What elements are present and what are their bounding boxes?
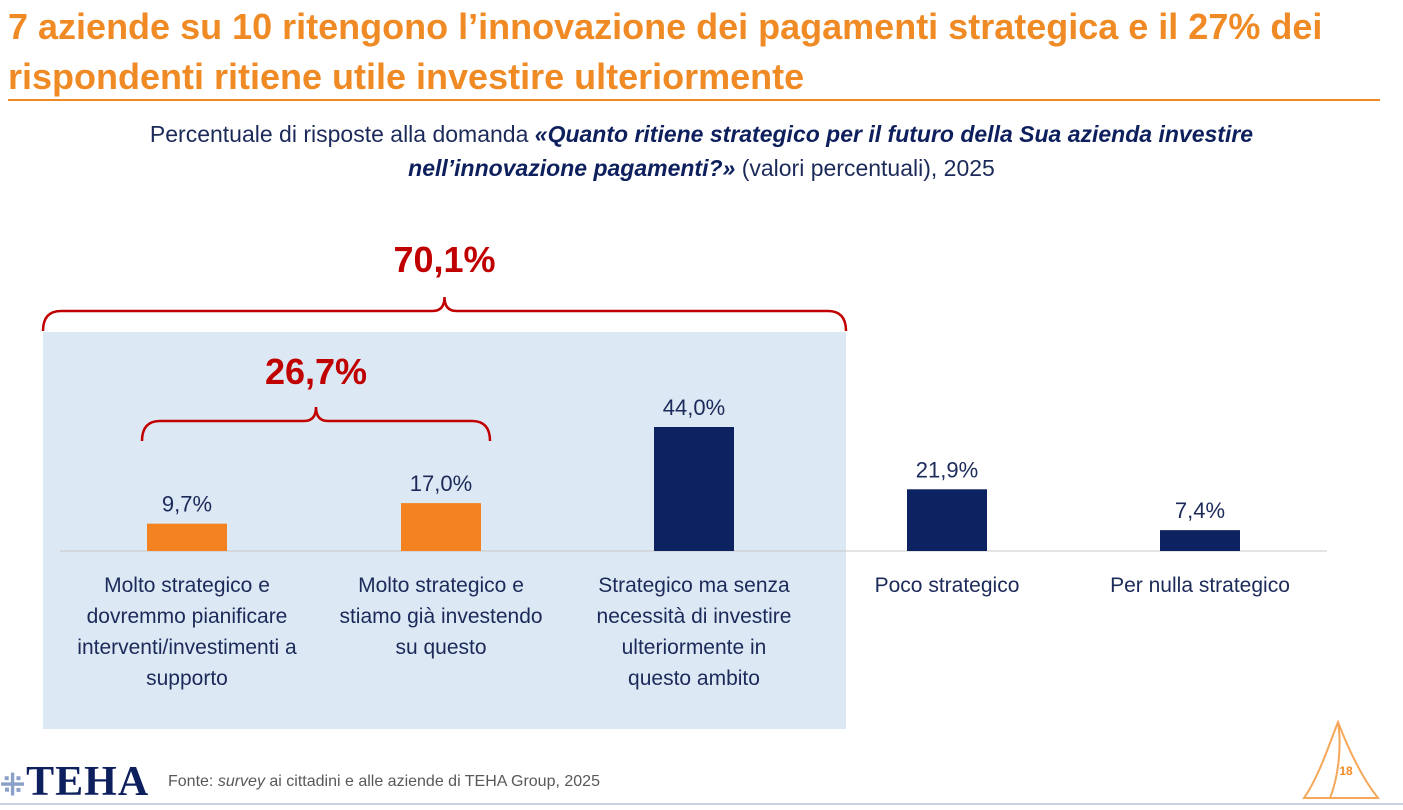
data-label: 44,0%	[663, 395, 725, 420]
category-label: supporto	[146, 667, 228, 690]
category-label: Molto strategico e	[358, 574, 524, 597]
category-label: Per nulla strategico	[1110, 574, 1290, 597]
annotation-total-label: 70,1%	[393, 239, 495, 280]
bar	[401, 503, 481, 551]
bar	[907, 489, 987, 551]
subtitle-prefix: Percentuale di risposte alla domanda	[149, 121, 535, 147]
bar	[147, 523, 227, 551]
page-title: 7 aziende su 10 ritengono l’innovazione …	[8, 6, 1323, 97]
data-label: 17,0%	[410, 471, 472, 496]
data-label: 21,9%	[916, 457, 978, 482]
category-label: Strategico ma senza	[598, 574, 790, 597]
category-label: ulteriormente in	[622, 636, 767, 659]
logo-text: TEHA	[26, 759, 150, 805]
bar	[654, 427, 734, 551]
teha-logo: ⁜TEHA	[0, 758, 149, 810]
annotation-investing-label: 26,7%	[265, 351, 367, 392]
category-label: interventi/investimenti a	[77, 636, 297, 659]
logo-mark-icon: ⁜	[0, 769, 27, 802]
source-prefix: Fonte:	[168, 773, 218, 790]
category-label: Molto strategico e	[104, 574, 270, 597]
category-label: Poco strategico	[875, 574, 1020, 597]
annotation-investing-bracket	[140, 406, 492, 442]
title-divider	[8, 99, 1380, 101]
category-label: dovremmo pianificare	[87, 605, 288, 628]
chart-subtitle: Percentuale di risposte alla domanda «Qu…	[60, 117, 1343, 185]
data-label: 9,7%	[162, 492, 212, 517]
data-label: 7,4%	[1175, 498, 1225, 523]
bottom-divider	[0, 803, 1403, 805]
category-label: stiamo già investendo	[339, 605, 542, 628]
category-label: necessità di investire	[597, 605, 792, 628]
annotation-total-bracket	[41, 296, 848, 332]
sailboat-icon	[1302, 719, 1381, 799]
subtitle-suffix: (valori percentuali), 2025	[735, 155, 995, 181]
category-label: questo ambito	[628, 667, 760, 690]
category-label: su questo	[395, 636, 486, 659]
source-suffix: ai cittadini e alle aziende di TEHA Grou…	[264, 773, 600, 790]
subtitle-question: «Quanto ritiene strategico per il futuro…	[408, 121, 1254, 181]
bar	[1160, 530, 1240, 551]
bar-chart: 9,7% Molto strategico e dovremmo pianifica…	[41, 239, 1327, 729]
source-italic: survey	[217, 773, 265, 790]
page-number: 18	[1339, 764, 1353, 778]
source-note: Fonte: survey ai cittadini e alle aziend…	[168, 773, 600, 791]
